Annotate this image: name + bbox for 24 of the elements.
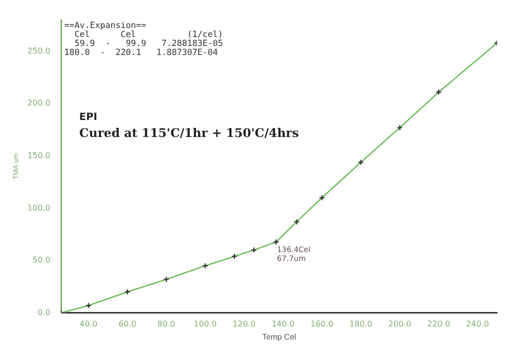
x-tick-label: 180.0 [349,320,372,329]
annotation: ==Av.Expansion== [64,21,146,31]
x-tick-label: 240.0 [466,320,489,329]
annotation: 180.0 - 220.1 1.887307E-04 [64,48,218,58]
x-tick-label: 100.0 [194,320,217,329]
x-tick-label: 120.0 [232,320,256,329]
x-tick-label: 60.0 [118,320,136,329]
x-tick-label: 220.0 [427,320,450,329]
y-tick-label: 200.0 [27,98,50,108]
y-tick-label: 250.0 [27,46,50,56]
annotation: Cel Cel (1/cel) [64,30,223,40]
y-tick-label: 100.0 [27,203,50,212]
x-tick-label: 140.0 [272,320,294,329]
y-tick-label: 0.0 [38,308,50,317]
x-axis-title: Temp Cel [262,332,296,342]
annotation: 59.9 - 99.9 7.288183E-05 [64,39,223,49]
x-tick-label: 160.0 [310,320,334,329]
annotation: EPI [79,112,98,123]
x-tick-label: 40.0 [80,320,98,329]
annotation: Cured at 115'C/1hr + 150'C/4hrs [79,126,300,140]
y-tick-label: 150.0 [27,151,50,160]
x-tick-label: 200.0 [388,320,412,329]
x-tick-label: 80.0 [157,320,176,329]
y-tick-label: 50.0 [32,256,50,265]
